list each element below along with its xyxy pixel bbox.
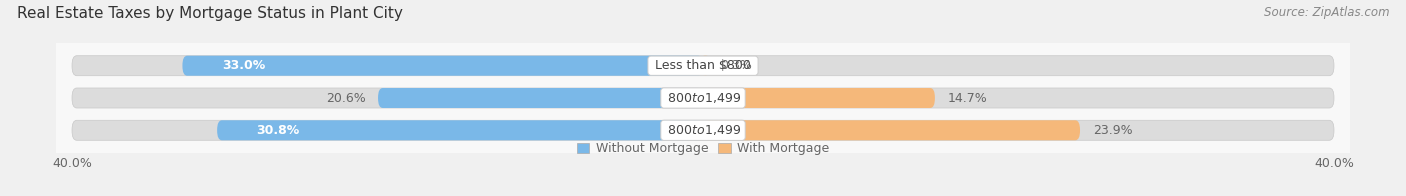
Legend: Without Mortgage, With Mortgage: Without Mortgage, With Mortgage bbox=[576, 142, 830, 155]
FancyBboxPatch shape bbox=[703, 120, 1080, 140]
Text: 33.0%: 33.0% bbox=[222, 59, 266, 72]
Text: 23.9%: 23.9% bbox=[1092, 124, 1132, 137]
Text: 30.8%: 30.8% bbox=[256, 124, 299, 137]
Text: 20.6%: 20.6% bbox=[326, 92, 366, 104]
Text: $800 to $1,499: $800 to $1,499 bbox=[664, 91, 742, 105]
Text: $800 to $1,499: $800 to $1,499 bbox=[664, 123, 742, 137]
FancyBboxPatch shape bbox=[72, 56, 1334, 76]
FancyBboxPatch shape bbox=[703, 88, 935, 108]
Text: 0.3%: 0.3% bbox=[720, 59, 752, 72]
FancyBboxPatch shape bbox=[703, 56, 707, 76]
FancyBboxPatch shape bbox=[72, 88, 1334, 108]
Text: Source: ZipAtlas.com: Source: ZipAtlas.com bbox=[1264, 6, 1389, 19]
FancyBboxPatch shape bbox=[183, 56, 703, 76]
Text: 14.7%: 14.7% bbox=[948, 92, 987, 104]
FancyBboxPatch shape bbox=[378, 88, 703, 108]
Text: Real Estate Taxes by Mortgage Status in Plant City: Real Estate Taxes by Mortgage Status in … bbox=[17, 6, 402, 21]
FancyBboxPatch shape bbox=[72, 120, 1334, 140]
FancyBboxPatch shape bbox=[217, 120, 703, 140]
Text: Less than $800: Less than $800 bbox=[651, 59, 755, 72]
